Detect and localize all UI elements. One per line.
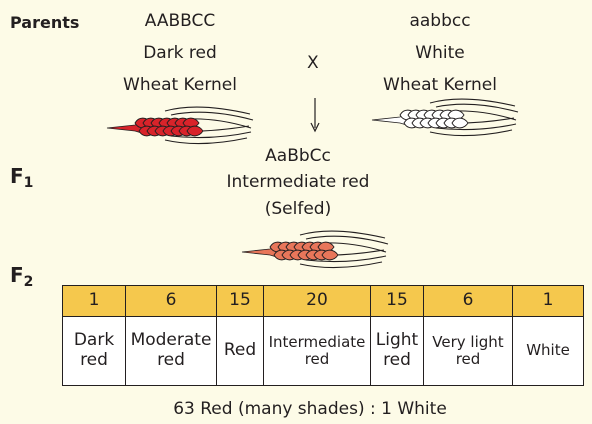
phenotype-cell: Red [216, 316, 264, 386]
ratio-summary: 63 Red (many shades) : 1 White [173, 399, 447, 419]
cross-symbol: X [307, 53, 319, 73]
phenotype-cell: White [512, 316, 584, 386]
f2-phenotype-table: 1 6 15 20 15 6 1 Dark red Moderate red Red… [62, 285, 584, 386]
dark-red-wheat-kernel-icon [106, 106, 254, 145]
f1-genotype: AaBbCc [265, 146, 331, 166]
f2-label: F2 [10, 263, 34, 290]
kernel-grain [321, 249, 339, 261]
count-cell: 15 [216, 285, 264, 317]
f1-label: F1 [10, 164, 34, 191]
white-parent-kind: Wheat Kernel [383, 75, 497, 95]
kernel-grain [451, 117, 469, 129]
dark-parent-genotype: AABBCC [144, 11, 216, 31]
phenotype-cell: Intermediate red [263, 316, 371, 386]
phenotype-cell: Moderate red [125, 316, 217, 386]
phenotype-cell: Very light red [423, 316, 513, 386]
count-cell: 6 [423, 285, 513, 317]
kernel-grain [186, 125, 204, 137]
f1-selfed-note: (Selfed) [264, 199, 332, 219]
dark-parent-phenotype: Dark red [143, 43, 217, 63]
count-cell: 15 [370, 285, 424, 317]
f2-phenotype-row: Dark red Moderate red Red Intermediate red … [62, 316, 584, 386]
dark-parent-kind: Wheat Kernel [123, 75, 237, 95]
white-parent-genotype: aabbcc [409, 11, 471, 31]
count-cell: 1 [512, 285, 584, 317]
down-arrow-icon [310, 98, 320, 133]
f1-phenotype: Intermediate red [226, 172, 370, 192]
count-cell: 6 [125, 285, 217, 317]
f2-count-row: 1 6 15 20 15 6 1 [62, 285, 584, 317]
count-cell: 20 [263, 285, 371, 317]
count-cell: 1 [62, 285, 126, 317]
phenotype-cell: Dark red [62, 316, 126, 386]
f1-intermediate-wheat-kernel-icon [241, 230, 389, 269]
phenotype-cell: Light red [370, 316, 424, 386]
white-wheat-kernel-icon [371, 98, 519, 137]
parents-label: Parents [10, 13, 80, 32]
white-parent-phenotype: White [415, 43, 465, 63]
